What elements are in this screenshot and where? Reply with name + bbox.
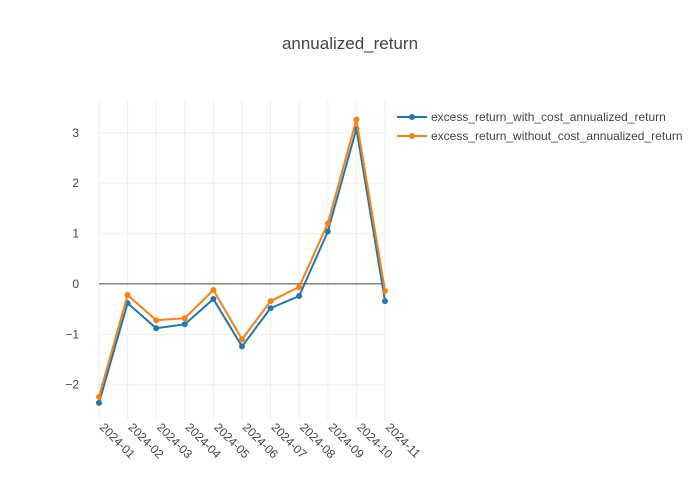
series-1-point	[210, 286, 217, 293]
series-1-point	[181, 315, 188, 322]
series-1-point	[324, 220, 331, 227]
series-1-point	[153, 317, 160, 324]
series-1-point	[353, 116, 360, 123]
y-tick-label: −1	[65, 327, 79, 341]
series-0-point	[96, 399, 102, 406]
y-tick-label: 2	[72, 176, 79, 190]
series-1-point	[96, 393, 102, 400]
series-1-point	[267, 298, 274, 305]
legend-item-without-cost[interactable]: excess_return_without_cost_annualized_re…	[397, 126, 683, 145]
series-0-point	[181, 321, 188, 328]
series-0-point	[324, 228, 331, 235]
legend-swatch-without-cost	[397, 132, 427, 139]
series-1-point	[124, 292, 131, 299]
series-1-point	[296, 283, 303, 290]
legend: excess_return_with_cost_annualized_retur…	[397, 107, 683, 145]
series-0-point	[267, 305, 274, 312]
y-tick-label: 0	[72, 277, 79, 291]
series-1-point	[382, 287, 388, 294]
series-1-point	[239, 336, 245, 343]
y-tick-label: 1	[72, 227, 79, 241]
series-0-point	[296, 293, 303, 300]
series-0-point	[239, 343, 245, 350]
series-0-point	[153, 325, 160, 332]
legend-label-with-cost: excess_return_with_cost_annualized_retur…	[431, 109, 666, 124]
y-tick-label: 3	[72, 126, 79, 140]
legend-label-without-cost: excess_return_without_cost_annualized_re…	[431, 128, 683, 143]
y-tick-label: −2	[65, 378, 79, 392]
legend-swatch-with-cost	[397, 113, 427, 120]
series-0-point	[210, 296, 217, 303]
chart-title: annualized_return	[281, 34, 419, 53]
legend-item-with-cost[interactable]: excess_return_with_cost_annualized_retur…	[397, 107, 683, 126]
series-0-point	[382, 298, 388, 305]
